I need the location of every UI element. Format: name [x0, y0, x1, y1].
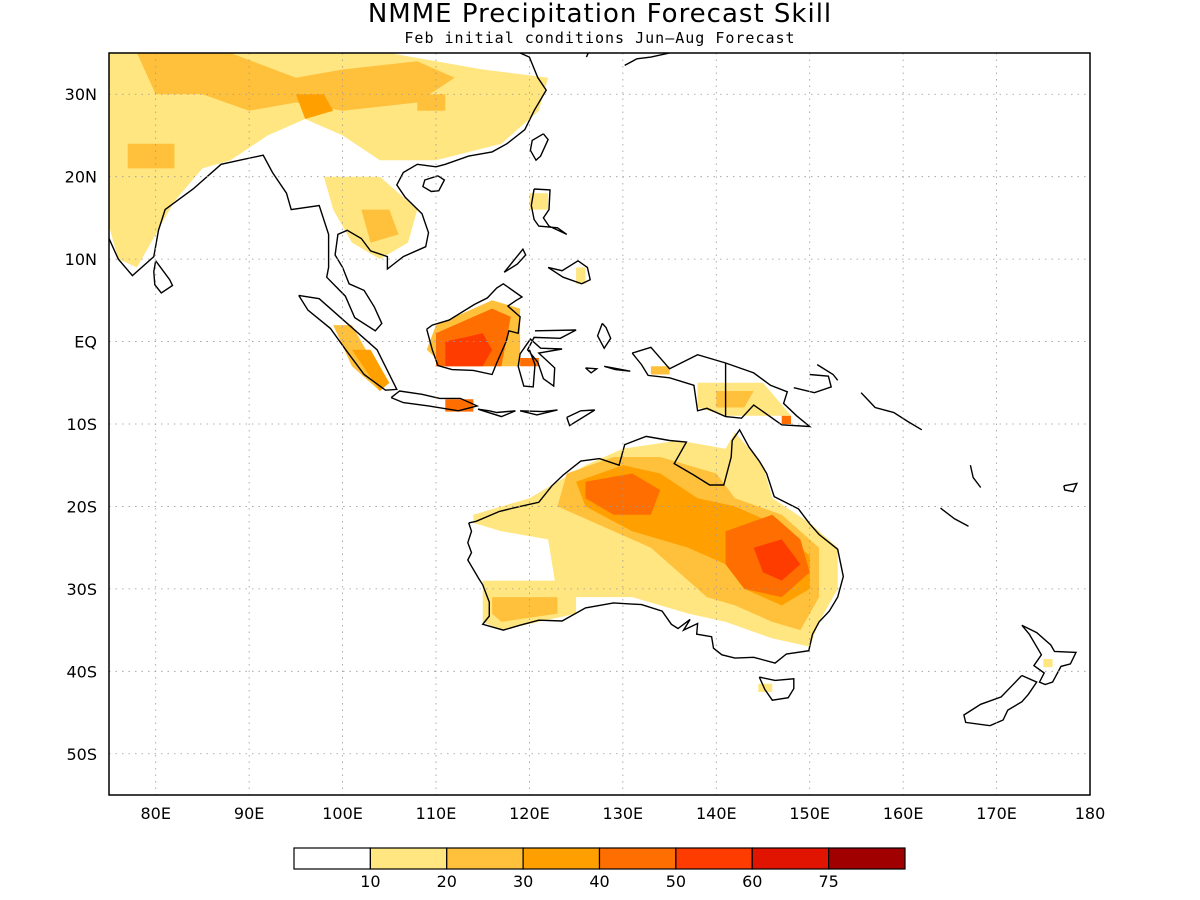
lon-label-110E: 110E	[416, 804, 457, 823]
coast-new-ireland	[816, 364, 839, 381]
colorbar-label-60: 60	[742, 872, 762, 891]
shade-nz-10	[1043, 659, 1053, 668]
lat-label-30N: 30N	[65, 85, 97, 104]
map-title: NMME Precipitation Forecast Skill	[367, 0, 833, 29]
coast-new-caledonia	[940, 507, 969, 527]
lat-label-20S: 20S	[66, 497, 97, 516]
coast-solomon-islands	[860, 392, 923, 431]
longitude-labels: 80E 90E 100E 110E 120E 130E 140E 150E 160E 170E 18…	[140, 804, 1105, 823]
colorbar-label-50: 50	[666, 872, 686, 891]
lon-label-130E: 130E	[603, 804, 644, 823]
lon-label-90E: 90E	[234, 804, 264, 823]
coast-japan	[624, 53, 670, 67]
lon-label-170E: 170E	[976, 804, 1017, 823]
coast-tasmania	[758, 676, 795, 701]
lon-label-160E: 160E	[883, 804, 924, 823]
shade-tibet-20	[137, 53, 455, 111]
colorbar-swatch-7	[828, 847, 906, 870]
shade-mindanao-10	[576, 267, 586, 284]
coast-palawan	[503, 247, 527, 273]
colorbar-swatch-2	[446, 847, 524, 870]
shade-tasmania-10	[758, 683, 773, 692]
colorbar-label-20: 20	[437, 872, 457, 891]
shade-china-20	[417, 94, 446, 111]
map-subtitle: Feb initial conditions Jun–Aug Forecast	[404, 29, 796, 47]
colorbar-label-30: 30	[513, 872, 533, 891]
coast-nz-north	[1021, 624, 1078, 686]
colorbar: 10 20 30 40 50 60 75	[293, 847, 906, 891]
coast-korea	[585, 53, 591, 58]
coast-hainan	[422, 175, 446, 193]
shade-sumatra-30	[351, 349, 390, 391]
colorbar-swatch-5	[675, 847, 753, 870]
colorbar-label-10: 10	[360, 872, 380, 891]
colorbar-label-75: 75	[818, 872, 838, 891]
shade-sw-australia-20	[492, 597, 558, 622]
coast-australia	[467, 428, 845, 664]
coast-taiwan	[529, 133, 549, 162]
coast-nz-south	[963, 674, 1038, 727]
lat-label-20N: 20N	[65, 168, 97, 187]
coast-new-britain	[793, 373, 833, 394]
coast-mindanao	[547, 259, 592, 285]
colorbar-label-40: 40	[589, 872, 609, 891]
coast-borneo	[426, 282, 524, 376]
colorbar-swatch-6	[751, 847, 830, 870]
coast-fiji	[1063, 482, 1079, 493]
shade-nw-australia-40	[585, 473, 661, 515]
coast-flores	[519, 409, 558, 416]
lon-label-180: 180	[1075, 804, 1106, 823]
lat-label-EQ: EQ	[74, 333, 97, 352]
coast-vanuatu	[969, 465, 982, 488]
coast-buru	[585, 367, 599, 374]
colorbar-swatch-1	[369, 847, 448, 870]
shade-png-40	[781, 415, 791, 424]
lat-label-50S: 50S	[66, 745, 97, 764]
shade-luzon-10	[529, 193, 549, 210]
coast-luzon	[530, 188, 568, 236]
lon-label-140E: 140E	[696, 804, 737, 823]
shade-queensland-50	[753, 539, 801, 581]
skill-shading	[109, 53, 1053, 692]
colorbar-swatch-0	[293, 847, 371, 870]
lat-label-10S: 10S	[66, 415, 97, 434]
coastlines	[109, 53, 1079, 727]
colorbar-swatch-4	[598, 847, 677, 870]
coast-lesser-sunda	[477, 408, 516, 418]
colorbar-swatch-3	[522, 847, 601, 870]
shade-birdshead-20	[650, 366, 670, 375]
lat-label-10N: 10N	[65, 250, 97, 269]
shade-tibet-30	[295, 94, 334, 119]
coast-asia	[109, 53, 548, 332]
coast-timor	[566, 409, 596, 427]
coast-sri-lanka	[153, 260, 174, 294]
shade-india-20	[127, 143, 175, 169]
lon-label-100E: 100E	[322, 804, 363, 823]
shade-indochina-20	[361, 209, 399, 243]
latitude-labels: 30N 20N 10N EQ 10S 20S 30S 40S 50S	[65, 85, 97, 764]
coast-sulawesi	[517, 329, 577, 388]
coast-seram	[604, 365, 631, 372]
lon-label-150E: 150E	[789, 804, 830, 823]
coast-sumatra	[298, 294, 398, 391]
lat-label-40S: 40S	[66, 662, 97, 681]
graticule	[109, 53, 1090, 795]
lon-label-80E: 80E	[140, 804, 170, 823]
coast-java	[390, 390, 480, 412]
coast-new-guinea	[631, 346, 812, 428]
lon-label-120E: 120E	[509, 804, 550, 823]
map-frame	[108, 52, 1091, 796]
coast-halmahera	[596, 322, 612, 350]
lat-label-30S: 30S	[66, 580, 97, 599]
